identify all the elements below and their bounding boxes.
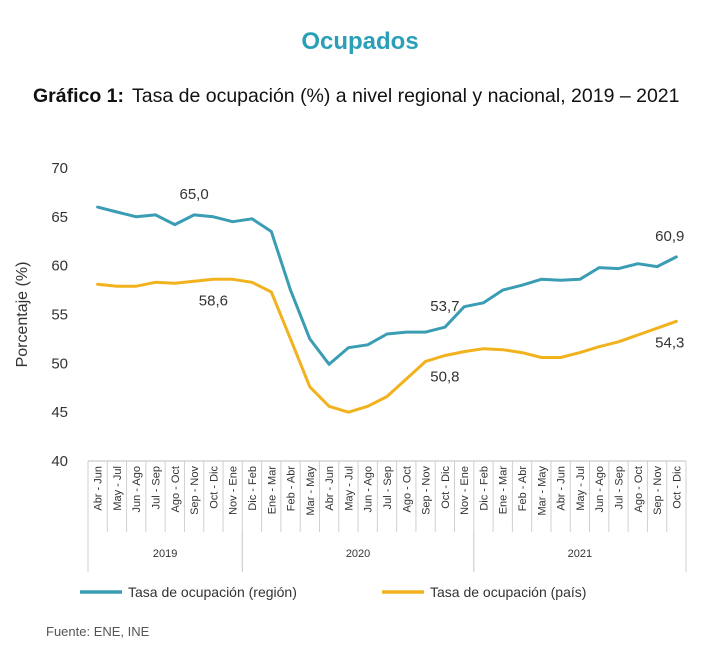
x-tick-label: Oct - Dic [440, 466, 452, 509]
x-tick-label: Feb - Abr [517, 466, 529, 512]
x-tick-label: Jul - Sep [382, 466, 394, 509]
y-tick-label: 70 [51, 160, 68, 177]
x-tick-label: Abr - Jun [556, 466, 568, 511]
series-line-region [96, 205, 678, 366]
y-tick-label: 45 [51, 404, 68, 421]
x-tick-label: Jul - Sep [151, 466, 163, 509]
data-label: 58,6 [199, 292, 228, 309]
year-label: 2021 [568, 548, 592, 560]
x-tick-label: Sep - Nov [421, 466, 433, 515]
caption-text: Tasa de ocupación (%) a nivel regional y… [132, 85, 680, 107]
x-tick-label: Jun - Ago [363, 466, 375, 512]
data-label: 53,7 [430, 298, 459, 315]
year-label: 2019 [153, 548, 177, 560]
x-tick-label: Jun - Ago [594, 466, 606, 512]
x-tick-label: Sep - Nov [189, 466, 201, 515]
x-tick-label: Ago - Oct [170, 466, 182, 512]
x-tick-label: May - Jul [575, 466, 587, 511]
x-tick-label: Abr - Jun [93, 466, 105, 511]
x-tick-label: May - Jul [112, 466, 124, 511]
y-tick-label: 65 [51, 209, 68, 226]
x-tick-label: Dic - Feb [478, 466, 490, 511]
y-axis-title: Porcentaje (%) [14, 262, 31, 368]
occupation-rate-chart: 40 45 50 55 60 65 70 Porcentaje (%) Abr - Jun May… [14, 160, 687, 600]
x-tick-label: Mar - May [536, 466, 548, 516]
y-tick-label: 50 [51, 355, 68, 372]
x-tick-label: Oct - Dic [208, 466, 220, 509]
x-tick-label: Ene - Mar [498, 466, 510, 515]
data-label: 50,8 [430, 369, 459, 386]
chart-caption: Gráfico 1: Tasa de ocupación (%) a nivel … [33, 82, 683, 110]
y-tick-label: 55 [51, 307, 68, 324]
caption-prefix: Gráfico 1: [33, 85, 125, 107]
x-tick-label: Jul - Sep [613, 466, 625, 509]
data-label: 65,0 [179, 186, 208, 203]
x-tick-label: Ene - Mar [266, 466, 278, 515]
legend-label-region: Tasa de ocupación (región) [128, 584, 297, 600]
x-tick-label: Mar - May [305, 466, 317, 516]
series-line-pais [96, 277, 678, 414]
x-tick-label: Jun - Ago [131, 466, 143, 512]
data-label: 60,9 [655, 228, 684, 245]
x-tick-label: May - Jul [343, 466, 355, 511]
x-tick-label: Nov - Ene [228, 466, 240, 515]
x-tick-label: Nov - Ene [459, 466, 471, 515]
x-tick-label: Feb - Abr [286, 466, 298, 512]
data-label: 54,3 [655, 334, 684, 351]
x-tick-label: Ago - Oct [633, 466, 645, 512]
x-tick-label: Dic - Feb [247, 466, 259, 511]
y-tick-label: 40 [51, 453, 68, 470]
x-tick-label: Ago - Oct [401, 466, 413, 512]
y-tick-label: 60 [51, 258, 68, 275]
legend-label-pais: Tasa de ocupación (país) [430, 584, 586, 600]
page-heading: Ocupados [301, 28, 419, 55]
x-tick-label: Abr - Jun [324, 466, 336, 511]
source-note: Fuente: ENE, INE [46, 624, 150, 639]
year-label: 2020 [346, 548, 370, 560]
x-tick-label: Sep - Nov [652, 466, 664, 515]
x-tick-label: Oct - Dic [671, 466, 683, 509]
